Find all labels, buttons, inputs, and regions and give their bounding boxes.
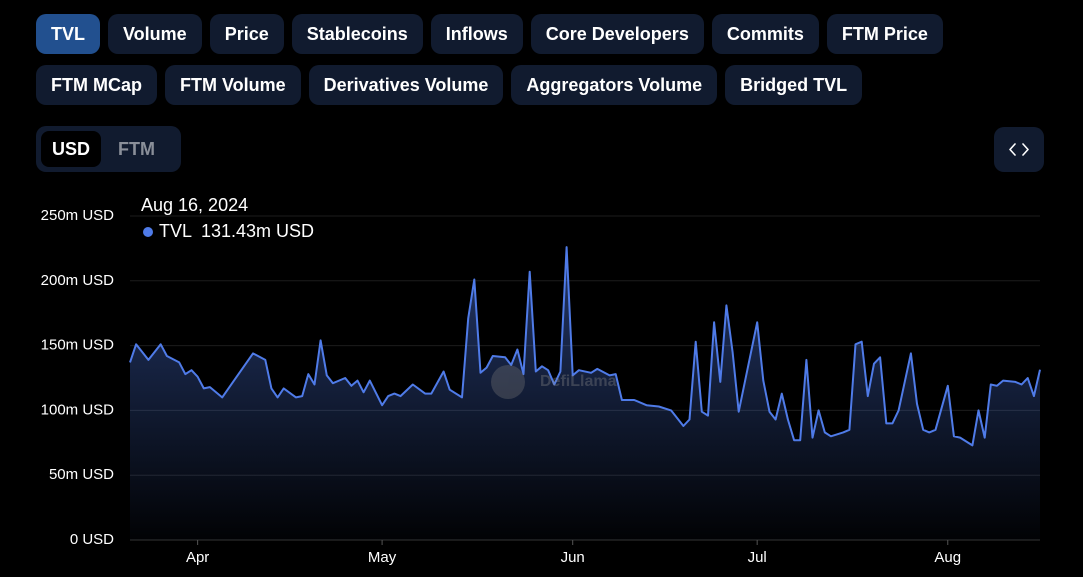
y-tick-label: 150m USD [41,337,115,354]
tooltip-date: Aug 16, 2024 [141,195,248,215]
tab-button[interactable]: FTM Price [826,14,943,54]
watermark-logo [491,365,525,399]
tab-button[interactable]: TVL [36,14,100,54]
tab-button[interactable]: FTM Volume [164,65,301,105]
tab-button[interactable]: Aggregators Volume [511,65,718,105]
embed-button[interactable] [994,127,1044,172]
tab-button[interactable]: Derivatives Volume [308,65,504,105]
tab-button[interactable]: Bridged TVL [725,65,863,105]
denomination-toggle: USD FTM [36,126,181,172]
y-tick-label: 250m USD [41,207,115,224]
denomination-option[interactable]: FTM [118,138,155,159]
y-tick-label: 0 USD [70,531,114,548]
tooltip-value: 131.43m USD [201,221,314,241]
series-line [129,246,1041,447]
y-tick-label: 50m USD [49,466,114,483]
denomination-option[interactable]: USD [41,131,102,167]
x-tick-label: Apr [186,549,209,566]
area-fill [130,247,1040,540]
tab-button[interactable]: FTM MCap [36,65,157,105]
tooltip-dot [143,227,153,237]
watermark: DefiLlama [491,365,617,399]
x-tick-label: Jul [748,549,767,566]
tab-button[interactable]: Stablecoins [291,14,423,54]
x-tick-label: May [368,549,397,566]
tooltip-series: TVL [159,221,192,241]
tab-button[interactable]: Commits [711,14,819,54]
tab-button[interactable]: Core Developers [530,14,704,54]
watermark-text: DefiLlama [540,373,617,390]
tab-button[interactable]: Inflows [430,14,523,54]
x-tick-label: Aug [934,549,961,566]
tab-bar: TVL Volume Price Stablecoins Inflows Core Dev… [36,14,951,105]
y-tick-label: 100m USD [41,401,115,418]
tab-button[interactable]: Price [209,14,284,54]
x-tick-label: Jun [561,549,585,566]
tab-button[interactable]: Volume [108,14,202,54]
y-tick-label: 200m USD [41,272,115,289]
embed-icon [1009,143,1029,156]
